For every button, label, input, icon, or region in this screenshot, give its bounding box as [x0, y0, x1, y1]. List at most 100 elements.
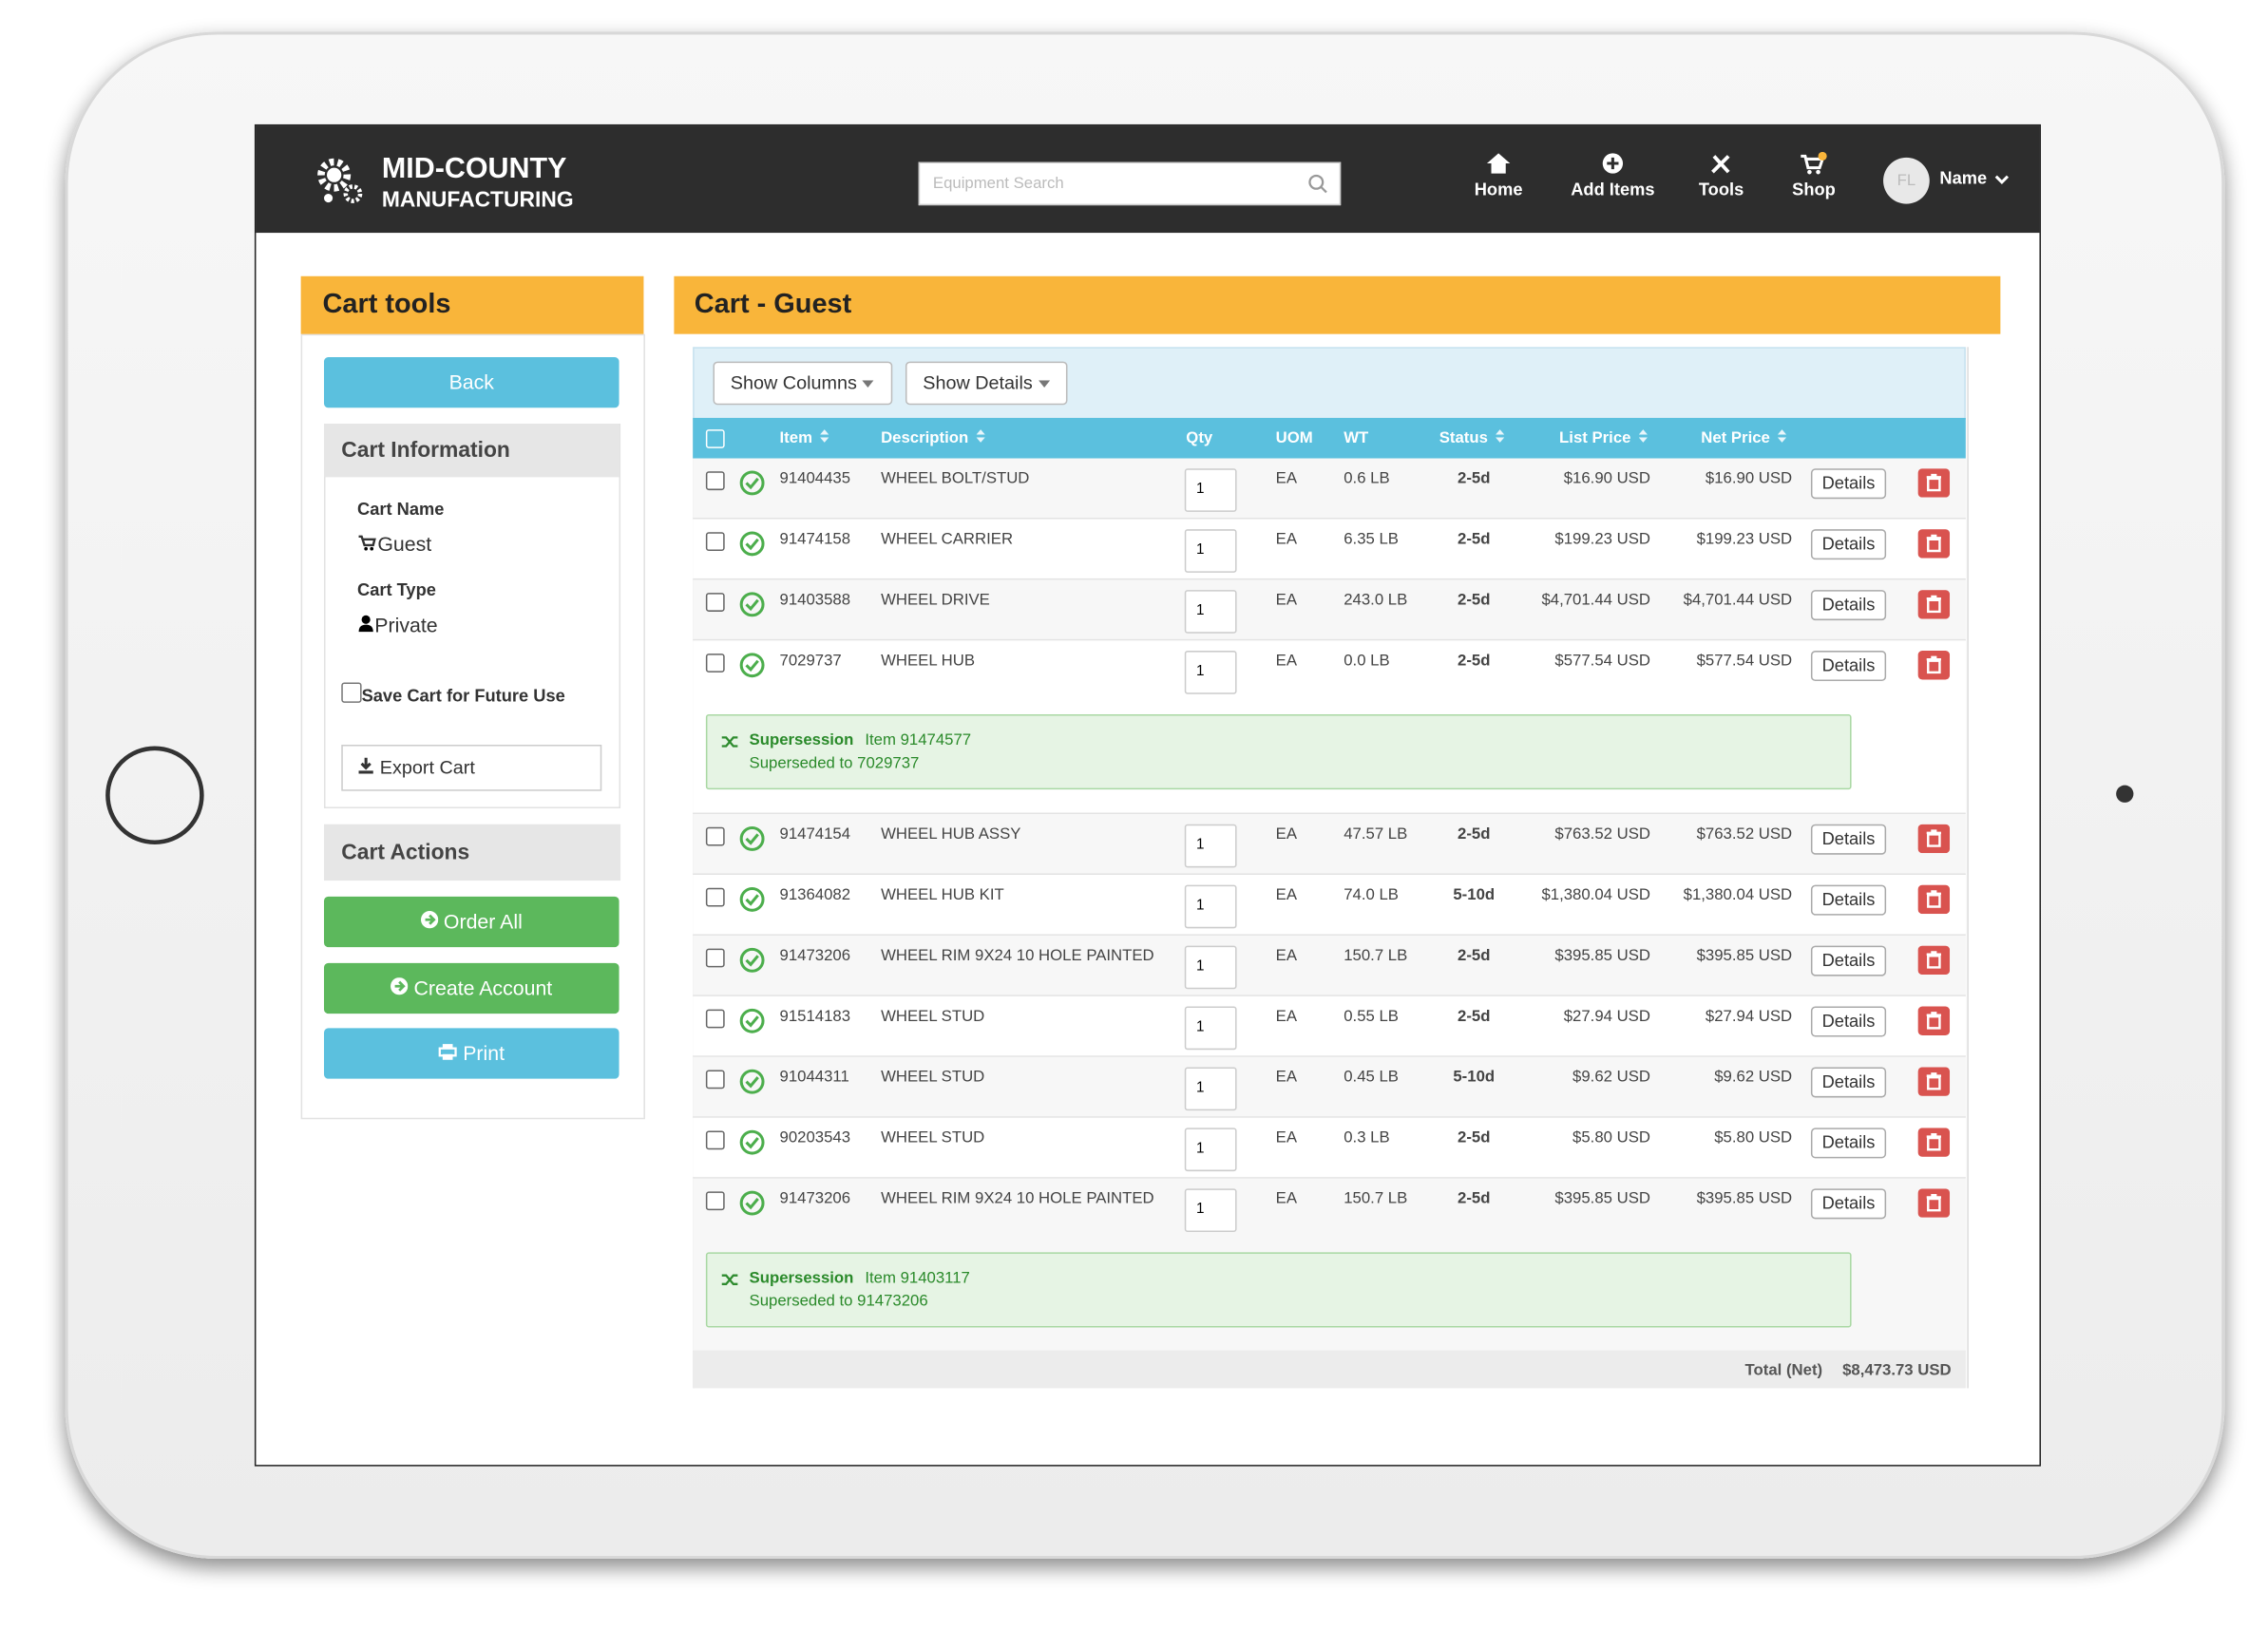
item: 91474158	[779, 530, 851, 548]
qty-input[interactable]: 1	[1184, 1006, 1237, 1051]
order-all-button[interactable]: Order All	[323, 896, 619, 948]
row-checkbox[interactable]	[705, 887, 725, 907]
details-button[interactable]: Details	[1810, 651, 1887, 682]
save-checkbox[interactable]	[341, 682, 362, 703]
details-button[interactable]: Details	[1810, 1128, 1887, 1159]
item: 91474154	[779, 825, 851, 843]
header: MID-COUNTY MANUFACTURING Equipment Searc…	[256, 125, 2040, 234]
qty-input[interactable]: 1	[1184, 1128, 1237, 1172]
delete-button	[1917, 1067, 1951, 1103]
nav-add-items[interactable]: Add Items	[1562, 152, 1664, 199]
qty-input[interactable]: 1	[1184, 468, 1237, 512]
sort-icon[interactable]	[1495, 429, 1513, 443]
button-label: Print	[463, 1041, 505, 1065]
delete-button	[1917, 468, 1951, 504]
delete-button	[1917, 884, 1951, 921]
user-name[interactable]: Name	[1939, 167, 1988, 188]
qty-input[interactable]: 1	[1184, 529, 1237, 573]
cart-icon	[1801, 151, 1827, 175]
details-button[interactable]: Details	[1810, 1188, 1887, 1220]
avatar[interactable]: FL	[1883, 157, 1930, 204]
tools-icon	[1711, 155, 1730, 174]
row-checkbox[interactable]	[705, 948, 725, 968]
print-button[interactable]: Print	[323, 1028, 619, 1079]
qty-input[interactable]: 1	[1184, 1067, 1237, 1111]
details-button[interactable]: Details	[1810, 945, 1887, 976]
status-check-svg	[739, 1129, 765, 1155]
show-columns-button[interactable]: Show Columns	[713, 361, 893, 406]
uom: EA	[1275, 1068, 1298, 1087]
item: 91364082	[779, 886, 851, 904]
wt: 0.0 LB	[1344, 652, 1390, 670]
qty-input[interactable]: 1	[1184, 824, 1237, 868]
row-checkbox[interactable]	[705, 826, 725, 846]
screen: MID-COUNTY MANUFACTURING Equipment Searc…	[254, 123, 2041, 1467]
table-row: 91473206 WHEEL RIM 9X24 10 HOLE PAINTED 1 E…	[693, 1178, 1966, 1353]
download-icon	[358, 757, 373, 774]
list-price: $5.80 USD	[1572, 1128, 1650, 1147]
export-button[interactable]: Export Cart	[341, 744, 602, 791]
net-price: $395.85 USD	[1696, 947, 1793, 965]
search-icon	[1308, 174, 1327, 194]
row-checkbox[interactable]	[705, 1070, 725, 1090]
qty-input[interactable]: 1	[1184, 1188, 1237, 1233]
back-button[interactable]: Back	[323, 357, 619, 408]
row-checkbox[interactable]	[705, 1191, 725, 1211]
item: 90203543	[779, 1128, 851, 1147]
home-icon	[1486, 153, 1511, 174]
row-checkbox[interactable]	[705, 471, 725, 491]
details-button[interactable]: Details	[1810, 824, 1887, 855]
column-header: Status	[1439, 429, 1513, 446]
status: 2-5d	[1458, 652, 1491, 670]
details-button[interactable]: Details	[1810, 468, 1887, 500]
nav-home[interactable]: Home	[1448, 152, 1550, 199]
search-box[interactable]: Equipment Search	[918, 161, 1342, 206]
status-check-svg	[739, 826, 765, 851]
qty-input[interactable]: 1	[1184, 651, 1237, 694]
details-button[interactable]: Details	[1810, 1067, 1887, 1098]
status-check-svg	[739, 653, 765, 678]
supersession-title: Supersession	[749, 731, 854, 749]
select-all-checkbox[interactable]	[705, 429, 725, 448]
table-row: 91514183 WHEEL STUD 1 EA 0.55 LB 2-5d $27.94 U…	[693, 995, 1966, 1057]
show-details-button[interactable]: Show Details	[905, 361, 1068, 406]
details-button[interactable]: Details	[1810, 884, 1887, 916]
details-button[interactable]: Details	[1810, 529, 1887, 560]
nav-tools[interactable]: Tools	[1670, 152, 1772, 199]
nav-shop[interactable]: Shop	[1763, 151, 1865, 199]
home-button[interactable]	[105, 746, 204, 845]
details-button[interactable]: Details	[1810, 590, 1887, 621]
field-text: Guest	[377, 532, 432, 556]
delete-button-svg	[1917, 945, 1951, 976]
row-checkbox[interactable]	[705, 532, 725, 552]
row-checkbox[interactable]	[705, 654, 725, 673]
save-label: Save Cart for Future Use	[361, 685, 565, 706]
list-price: $763.52 USD	[1554, 825, 1650, 843]
field-label: Cart Type	[357, 579, 436, 600]
status-check	[739, 825, 768, 862]
description: WHEEL CARRIER	[881, 530, 1014, 548]
details-button[interactable]: Details	[1810, 1006, 1887, 1037]
item: 7029737	[779, 652, 842, 670]
supersession-note: Superseded to 91473206	[749, 1292, 928, 1311]
sort-icon[interactable]	[975, 429, 993, 443]
status: 2-5d	[1458, 1128, 1491, 1147]
brand-line2: MANUFACTURING	[381, 187, 574, 213]
supersession-item: Item 91474577	[865, 731, 972, 749]
sort-icon[interactable]	[1777, 429, 1794, 443]
qty-input[interactable]: 1	[1184, 590, 1237, 634]
delete-button	[1917, 590, 1951, 626]
column-header: UOM	[1275, 429, 1313, 447]
qty-input[interactable]: 1	[1184, 945, 1237, 990]
row-checkbox[interactable]	[705, 1130, 725, 1150]
qty-input[interactable]: 1	[1184, 884, 1237, 929]
row-checkbox[interactable]	[705, 593, 725, 612]
table-row: 91474154 WHEEL HUB ASSY 1 EA 47.57 LB 2-5d $76…	[693, 814, 1966, 876]
row-checkbox[interactable]	[705, 1009, 725, 1029]
table-row: 90203543 WHEEL STUD 1 EA 0.3 LB 2-5d $5.80 USD…	[693, 1117, 1966, 1179]
create-account-button[interactable]: Create Account	[323, 962, 619, 1014]
sort-icon[interactable]	[819, 429, 837, 443]
sort-icon[interactable]	[1638, 429, 1655, 443]
field-label: Cart Name	[357, 499, 445, 520]
list-price: $395.85 USD	[1554, 947, 1650, 965]
